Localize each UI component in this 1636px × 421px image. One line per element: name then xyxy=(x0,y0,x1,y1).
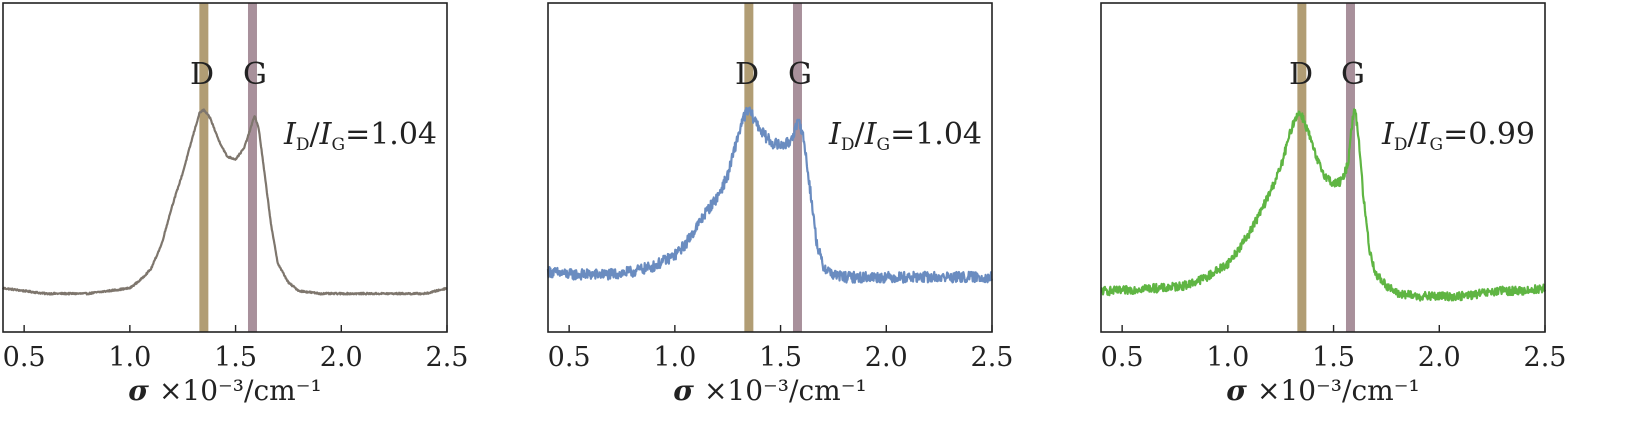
sigma-symbol: σ xyxy=(673,374,694,407)
x-tick-label: 1.0 xyxy=(653,342,696,373)
x-tick-label: 2.0 xyxy=(320,342,363,373)
ratio-i-g: I xyxy=(319,117,333,152)
d-peak-label: D xyxy=(190,57,214,92)
x-tick-label: 1.5 xyxy=(1312,342,1355,373)
x-axis-label: σ ×10⁻³/cm⁻¹ xyxy=(1226,374,1419,407)
plot-frame xyxy=(547,2,993,333)
intensity-ratio-label: ID/IG=0.99 xyxy=(1381,117,1535,155)
g-peak-label: G xyxy=(788,57,812,92)
x-tick-label: 0.5 xyxy=(3,342,46,373)
chart-panel-2: 0.5 1.0 1.5 2.0 2.5 D G ID/IG=1.04 σ ×10⁻³/cm… xyxy=(546,2,1014,407)
ratio-slash: / xyxy=(310,117,321,152)
ratio-sub-g: G xyxy=(331,135,345,155)
x-axis-label: σ ×10⁻³/cm⁻¹ xyxy=(673,374,866,407)
intensity-ratio-label: ID/IG=1.04 xyxy=(828,117,982,155)
d-band-marker xyxy=(1297,3,1307,332)
ratio-i-d: I xyxy=(1381,117,1395,152)
x-tick-label: 2.5 xyxy=(971,342,1014,373)
x-axis-label: σ ×10⁻³/cm⁻¹ xyxy=(128,374,321,407)
spectrum-line xyxy=(1100,108,1547,302)
d-peak-label: D xyxy=(1289,57,1313,92)
g-band-marker xyxy=(792,3,802,332)
x-tick-label: 2.0 xyxy=(865,342,908,373)
g-peak-label: G xyxy=(1341,57,1365,92)
d-band-marker xyxy=(744,3,754,332)
plot-frame xyxy=(2,2,448,333)
x-tick-label: 2.5 xyxy=(426,342,469,373)
plot-frame xyxy=(1100,2,1546,333)
x-tick-label: 2.5 xyxy=(1524,342,1567,373)
x-tick-label: 1.0 xyxy=(108,342,151,373)
g-band-marker xyxy=(1345,3,1355,332)
x-tick-label: 1.0 xyxy=(1206,342,1249,373)
ratio-sub-d: D xyxy=(296,135,310,155)
ratio-value: =1.04 xyxy=(345,117,437,152)
x-tick-label: 2.0 xyxy=(1418,342,1461,373)
spectrum-line xyxy=(2,108,448,296)
x-axis-units: ×10⁻³/cm⁻¹ xyxy=(1257,374,1420,407)
g-peak-label: G xyxy=(243,57,267,92)
ratio-value: =1.04 xyxy=(890,117,982,152)
ratio-sub-d: D xyxy=(1394,135,1408,155)
ratio-i-g: I xyxy=(1417,117,1431,152)
ratio-i-d: I xyxy=(283,117,297,152)
x-tick-label: 0.5 xyxy=(1101,342,1144,373)
sigma-symbol: σ xyxy=(128,374,149,407)
spectrum-line xyxy=(546,106,994,284)
d-band-marker xyxy=(199,3,209,332)
intensity-ratio-label: ID/IG=1.04 xyxy=(283,117,437,155)
x-tick-label: 1.5 xyxy=(214,342,257,373)
ratio-value: =0.99 xyxy=(1443,117,1535,152)
chart-panel-3: 0.5 1.0 1.5 2.0 2.5 D G ID/IG=0.99 σ ×10⁻³/cm… xyxy=(1100,2,1567,407)
ratio-i-g: I xyxy=(864,117,878,152)
x-tick-label: 1.5 xyxy=(759,342,802,373)
chart-panel-1: 0.5 1.0 1.5 2.0 2.5 D G ID/IG=1.04 σ ×10⁻³/cm… xyxy=(2,2,469,407)
x-axis-units: ×10⁻³/cm⁻¹ xyxy=(159,374,322,407)
ratio-sub-g: G xyxy=(1429,135,1443,155)
ratio-sub-d: D xyxy=(841,135,855,155)
ratio-sub-g: G xyxy=(876,135,890,155)
ratio-slash: / xyxy=(1408,117,1419,152)
g-band-marker xyxy=(247,3,257,332)
ratio-i-d: I xyxy=(828,117,842,152)
x-axis-units: ×10⁻³/cm⁻¹ xyxy=(704,374,867,407)
x-tick-label: 0.5 xyxy=(548,342,591,373)
sigma-symbol: σ xyxy=(1226,374,1247,407)
d-peak-label: D xyxy=(735,57,759,92)
ratio-slash: / xyxy=(855,117,866,152)
